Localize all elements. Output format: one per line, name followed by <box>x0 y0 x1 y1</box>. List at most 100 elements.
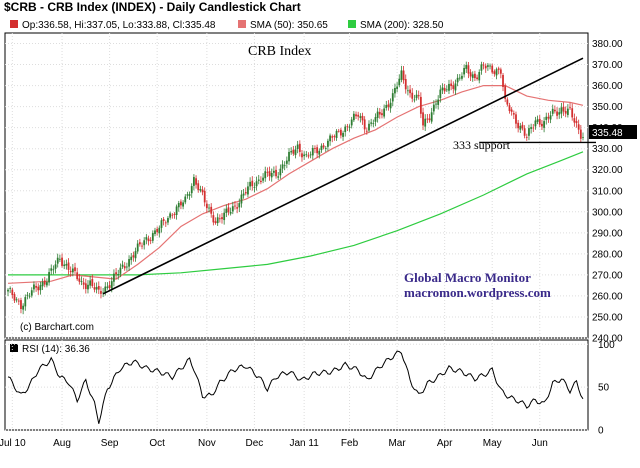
candle-up <box>528 128 530 136</box>
candle-down <box>147 238 150 242</box>
candle-down <box>469 72 472 77</box>
candle-up <box>437 99 440 105</box>
last-price-marker: 335.48 <box>589 125 637 139</box>
candle-down <box>214 221 217 224</box>
watermark-line2: macromon.wordpress.com <box>404 285 551 300</box>
candle-down <box>508 105 511 111</box>
candle-up <box>344 126 347 133</box>
candle-down <box>108 285 111 288</box>
candle-up <box>281 164 284 169</box>
candle-up <box>454 83 457 91</box>
candle-up <box>134 251 137 259</box>
candle-down <box>502 74 504 87</box>
candle-up <box>558 112 561 115</box>
rsi-y-tick-label: 50 <box>598 383 610 394</box>
candle-down <box>474 73 476 79</box>
candle-up <box>296 144 299 149</box>
x-tick-label: Sep <box>101 438 119 449</box>
candle-down <box>428 118 431 121</box>
candle-down <box>422 112 424 126</box>
candle-up <box>46 282 48 286</box>
x-tick-label: Oct <box>149 438 165 449</box>
candle-up <box>151 233 154 241</box>
candle-down <box>195 178 197 185</box>
candle-up <box>9 288 12 289</box>
candle-down <box>357 114 360 117</box>
candle-up <box>303 154 306 157</box>
rsi-line <box>7 350 584 424</box>
candle-up <box>24 297 27 307</box>
x-tick-label: Dec <box>246 438 264 449</box>
candle-up <box>311 147 314 156</box>
candle-down <box>452 85 455 89</box>
candle-up <box>348 126 351 128</box>
candle-up <box>324 148 327 149</box>
candle-up <box>441 87 444 91</box>
candle-up <box>160 220 163 228</box>
candle-up <box>50 268 53 271</box>
candle-down <box>573 118 576 123</box>
candle-down <box>521 124 524 129</box>
candle-up <box>294 149 297 156</box>
candle-up <box>89 280 92 286</box>
candle-down <box>532 127 535 129</box>
rsi-y-tick-label: 0 <box>598 426 604 437</box>
candle-up <box>407 90 409 92</box>
candle-down <box>467 65 470 74</box>
candle-up <box>182 202 184 207</box>
candle-up <box>238 203 241 208</box>
candle-down <box>575 121 578 124</box>
legend-sma50-text: SMA (50): 350.65 <box>250 20 328 31</box>
rsi-grid <box>5 340 588 431</box>
candle-down <box>37 286 40 291</box>
last-price-box <box>589 125 637 139</box>
candle-up <box>536 119 539 122</box>
candle-up <box>530 127 533 129</box>
candle-up <box>566 108 569 115</box>
candle-down <box>506 99 509 105</box>
candle-up <box>335 130 338 139</box>
candle-up <box>33 284 35 290</box>
candle-up <box>106 286 109 288</box>
candle-down <box>76 272 79 280</box>
candle-up <box>560 107 563 114</box>
candle-up <box>223 212 226 221</box>
candle-down <box>387 104 390 107</box>
candle-up <box>117 274 120 276</box>
candle-down <box>97 285 100 290</box>
candle-up <box>385 105 388 109</box>
candle-down <box>93 287 96 290</box>
candle-down <box>525 136 528 138</box>
candle-down <box>244 192 247 194</box>
trendline <box>102 57 584 295</box>
candle-down <box>355 114 357 117</box>
candle-down <box>510 109 513 112</box>
candle-down <box>67 262 70 270</box>
trendline-line <box>102 57 584 295</box>
candle-up <box>545 116 548 120</box>
candle-down <box>450 83 453 87</box>
candle-down <box>218 218 221 220</box>
candle-down <box>402 70 405 81</box>
candle-up <box>177 203 180 208</box>
candle-up <box>279 168 282 176</box>
candle-up <box>56 257 59 264</box>
candle-up <box>486 65 489 67</box>
candle-down <box>268 171 271 177</box>
candle-up <box>424 118 427 127</box>
price-y-axis: 380.00370.00360.00350.00340.00330.00320.… <box>592 39 623 344</box>
candle-down <box>331 136 334 138</box>
rsi-legend-swatch <box>10 344 18 352</box>
candle-down <box>115 272 117 275</box>
copyright-text: (c) Barchart.com <box>20 322 94 333</box>
candle-up <box>58 258 61 260</box>
candle-up <box>52 269 55 271</box>
sma200-series <box>8 151 584 276</box>
candle-down <box>322 145 325 148</box>
candle-down <box>361 115 364 121</box>
candle-up <box>208 207 210 209</box>
candle-up <box>270 172 273 178</box>
candle-down <box>538 118 541 125</box>
candle-down <box>571 108 574 118</box>
